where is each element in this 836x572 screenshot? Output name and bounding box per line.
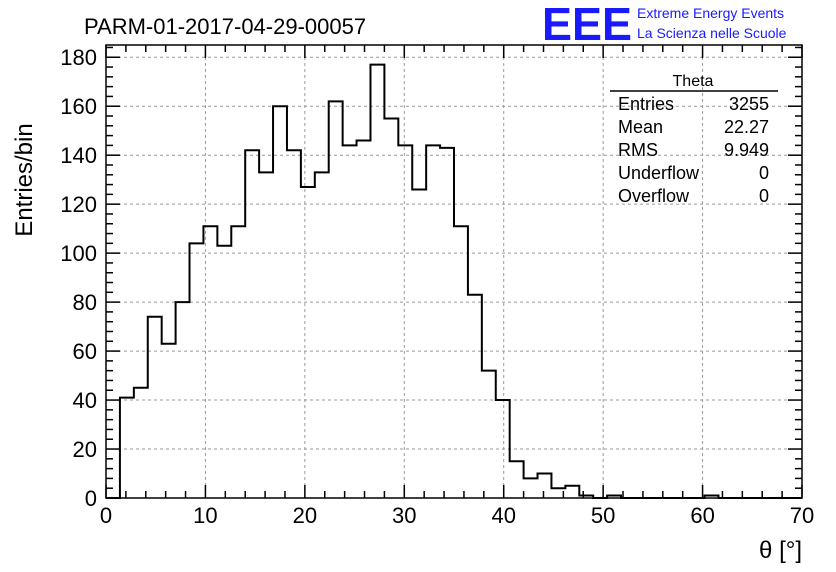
- plot-frame: [105, 44, 803, 499]
- histogram-bin: [134, 388, 148, 498]
- x-tick-label: 20: [293, 503, 317, 528]
- x-tick-label: 30: [392, 503, 416, 528]
- x-axis-title: θ [°]: [759, 537, 802, 564]
- y-tick-label: 0: [85, 486, 97, 511]
- stats-row-label: Mean: [618, 117, 663, 137]
- stats-row-label: Overflow: [618, 186, 690, 206]
- histogram-bin: [468, 295, 482, 498]
- histogram-bin: [176, 302, 190, 498]
- y-tick-label: 180: [60, 45, 97, 70]
- histogram-bin: [148, 317, 162, 498]
- y-tick-label: 60: [73, 339, 97, 364]
- histogram-bin: [287, 150, 301, 498]
- histogram-bin: [398, 145, 412, 498]
- y-tick-label: 100: [60, 241, 97, 266]
- histogram-bin: [217, 246, 231, 498]
- stats-row-value: 3255: [729, 94, 769, 114]
- histogram-bin: [524, 478, 538, 498]
- x-tick-label: 0: [100, 503, 112, 528]
- histogram-bin: [454, 226, 468, 498]
- histogram-bin: [440, 148, 454, 498]
- logo-mark: EEE: [542, 0, 632, 50]
- x-tick-label: 60: [690, 503, 714, 528]
- y-tick-label: 40: [73, 388, 97, 413]
- grid-lines: [106, 45, 802, 498]
- histogram-bin: [482, 371, 496, 498]
- histogram-bin: [370, 65, 384, 498]
- y-tick-label: 140: [60, 143, 97, 168]
- chart-title: PARM-01-2017-04-29-00057: [84, 14, 366, 39]
- histogram-bin: [190, 243, 204, 498]
- y-axis-title: Entries/bin: [11, 123, 38, 236]
- y-tick-label: 120: [60, 192, 97, 217]
- stats-row-value: 9.949: [724, 140, 769, 160]
- stats-row-label: RMS: [618, 140, 658, 160]
- logo-line2: La Scienza nelle Scuole: [637, 25, 787, 41]
- y-tick-labels: 0 20 40 60 80 100 120 140 160 180: [60, 45, 97, 511]
- histogram-bin: [565, 486, 579, 498]
- histogram-bin: [329, 101, 343, 498]
- stats-row-value: 22.27: [724, 117, 769, 137]
- x-tick-labels: 0 10 20 30 40 50 60 70: [100, 503, 814, 528]
- histogram-bin: [301, 187, 315, 498]
- eee-logo: EEE Extreme Energy Events La Scienza nel…: [542, 0, 787, 50]
- histogram-bin: [357, 140, 371, 498]
- histogram-bin: [343, 145, 357, 498]
- stats-title: Theta: [673, 73, 714, 90]
- stats-box: Theta Entries 3255 Mean 22.27 RMS 9.949 Underf…: [610, 73, 778, 206]
- histogram-bin: [538, 474, 552, 498]
- histogram-bin: [203, 226, 217, 498]
- histogram-bin: [412, 189, 426, 498]
- histogram-bin: [120, 398, 134, 498]
- axis-ticks: [105, 45, 803, 499]
- x-tick-label: 50: [591, 503, 615, 528]
- x-tick-label: 70: [790, 503, 814, 528]
- stats-row-label: Entries: [618, 94, 674, 114]
- histogram-bin: [245, 150, 259, 498]
- histogram-bin: [162, 344, 176, 498]
- y-tick-label: 20: [73, 437, 97, 462]
- stats-row-value: 0: [759, 163, 769, 183]
- histogram-bin: [426, 145, 440, 498]
- histogram-line: [106, 63, 802, 499]
- logo-line1: Extreme Energy Events: [637, 5, 784, 21]
- histogram-bin: [510, 461, 524, 498]
- stats-row-value: 0: [759, 186, 769, 206]
- y-tick-label: 160: [60, 94, 97, 119]
- x-tick-label: 40: [491, 503, 515, 528]
- x-tick-label: 10: [193, 503, 217, 528]
- histogram-bin: [231, 226, 245, 498]
- stats-row-label: Underflow: [618, 163, 700, 183]
- histogram-bin: [384, 118, 398, 498]
- y-tick-label: 80: [73, 290, 97, 315]
